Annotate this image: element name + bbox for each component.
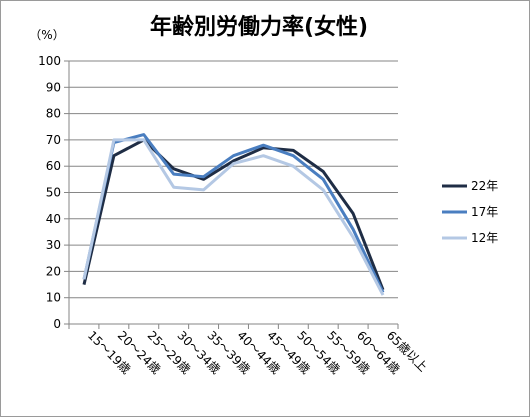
y-tick-label: 10 (46, 291, 61, 305)
legend: 22年 17年 12年 (442, 179, 498, 245)
legend-label-2: 12年 (471, 231, 498, 245)
y-tick-label: 20 (46, 264, 61, 278)
y-tick-label: 40 (46, 212, 61, 226)
y-tick-label: 50 (46, 186, 61, 200)
unit-label: （%） (29, 28, 64, 42)
gridlines (69, 60, 398, 299)
series-line-0 (82, 138, 385, 291)
y-tick-label: 70 (46, 133, 61, 147)
legend-label-0: 22年 (471, 179, 498, 193)
y-tick-label: 100 (38, 54, 61, 68)
y-tick-label: 60 (46, 159, 61, 173)
x-axis-ticks: 15～19歳20～24歳25～29歳30～34歳35～39歳40～44歳45～4… (68, 324, 430, 377)
y-tick-label: 30 (46, 238, 61, 252)
y-tick-label: 90 (46, 80, 61, 94)
series-lines (82, 133, 385, 296)
chart-title: 年齢別労働力率(女性) (150, 14, 368, 40)
y-tick-label: 0 (53, 317, 61, 331)
series-line-2 (82, 138, 385, 296)
series-line-1 (82, 133, 385, 294)
y-tick-label: 80 (46, 107, 61, 121)
legend-label-1: 17年 (471, 205, 498, 219)
y-axis-ticks: 0 10 20 30 40 50 60 70 80 90 100 (38, 54, 69, 331)
